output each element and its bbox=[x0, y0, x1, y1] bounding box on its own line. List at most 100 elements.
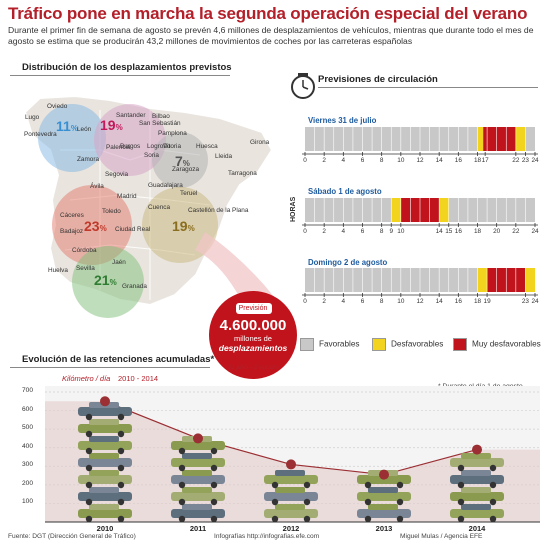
city-label: Teruel bbox=[180, 190, 198, 197]
hour-tick-label: 9 bbox=[389, 228, 394, 235]
footer-site: Infografías http://infografias.efe.com bbox=[214, 533, 320, 540]
city-label: Guadalajara bbox=[148, 182, 183, 189]
timeline-band-yellow bbox=[477, 127, 484, 151]
city-label: Lugo bbox=[25, 114, 40, 121]
x-tick-label: 2010 bbox=[96, 524, 114, 533]
hour-tick-label: 23 bbox=[521, 157, 529, 164]
city-label: Zaragoza bbox=[172, 166, 199, 173]
city-label: Sevilla bbox=[76, 265, 95, 272]
previsiones-title: Previsiones de circulación bbox=[318, 74, 438, 85]
city-label: Pontevedra bbox=[24, 131, 57, 138]
forecast-unit-1: millones de bbox=[234, 334, 272, 343]
hour-tick-label: 10 bbox=[397, 298, 405, 305]
car-icon bbox=[78, 470, 132, 489]
hour-tick-label: 0 bbox=[303, 228, 307, 235]
page-title: Tráfico pone en marcha la segunda operac… bbox=[8, 4, 528, 23]
hour-tick-label: 6 bbox=[360, 298, 365, 305]
car-icon bbox=[450, 453, 504, 472]
city-label: Pamplona bbox=[158, 130, 187, 137]
city-label: Badajoz bbox=[60, 228, 84, 235]
x-tick-label: 2014 bbox=[468, 524, 486, 533]
region-circle-south bbox=[72, 246, 144, 318]
data-point bbox=[286, 459, 296, 470]
hour-tick-label: 0 bbox=[303, 298, 307, 305]
hour-tick-label: 18 bbox=[473, 157, 482, 164]
hour-tick-label: 24 bbox=[531, 298, 539, 305]
legend-swatch-muy-desfavorables bbox=[453, 338, 467, 351]
hour-tick-label: 4 bbox=[341, 298, 346, 305]
day-label: Viernes 31 de julio bbox=[308, 116, 377, 125]
day-label: Domingo 2 de agosto bbox=[308, 258, 388, 267]
city-label: Burgos bbox=[120, 143, 141, 150]
region-percentage: 19% bbox=[172, 218, 195, 234]
data-point bbox=[379, 469, 389, 480]
hour-tick-label: 16 bbox=[454, 298, 462, 305]
city-label: Toledo bbox=[102, 208, 121, 215]
region-percentage: 19% bbox=[100, 117, 123, 133]
data-point bbox=[472, 444, 482, 455]
y-tick-label: 200 bbox=[22, 479, 34, 487]
day-label: Sábado 1 de agosto bbox=[308, 187, 382, 196]
region-circle-center bbox=[52, 185, 132, 265]
unit-label: Kilómetro / día bbox=[62, 374, 111, 383]
city-label: Segovia bbox=[105, 171, 129, 178]
hour-tick-label: 16 bbox=[454, 228, 462, 235]
footer-source: Fuente: DGT (Dirección General de Tráfic… bbox=[8, 533, 136, 540]
hour-tick-label: 10 bbox=[397, 157, 405, 164]
y-tick-label: 400 bbox=[22, 442, 34, 450]
clock-icon bbox=[291, 73, 315, 99]
hour-tick-label: 24 bbox=[531, 157, 539, 164]
hour-tick-label: 24 bbox=[531, 228, 539, 235]
hour-tick-label: 6 bbox=[360, 228, 365, 235]
city-label: Granada bbox=[122, 283, 147, 290]
region-percentage: 21% bbox=[94, 272, 117, 288]
city-label: Santander bbox=[116, 112, 146, 119]
data-point bbox=[100, 396, 110, 407]
hour-tick-label: 16 bbox=[454, 157, 462, 164]
region-percentage: 23% bbox=[84, 218, 107, 234]
car-icon bbox=[78, 419, 132, 438]
city-label: Lleida bbox=[215, 153, 233, 160]
car-icon bbox=[171, 453, 225, 472]
timeline-band-red bbox=[483, 127, 516, 151]
period-label: 2010 - 2014 bbox=[118, 374, 159, 383]
forecast-value: 4.600.000 bbox=[219, 317, 287, 334]
car-icon bbox=[264, 504, 318, 523]
hour-tick-label: 22 bbox=[512, 228, 520, 235]
city-label: Tarragona bbox=[228, 170, 257, 177]
intro-text: Durante el primer fin de semana de agost… bbox=[8, 25, 534, 46]
area-fill bbox=[45, 401, 540, 522]
x-tick-label: 2011 bbox=[189, 524, 207, 533]
hour-tick-label: 2 bbox=[322, 157, 326, 164]
car-icon bbox=[450, 504, 504, 523]
hour-tick-label: 8 bbox=[379, 157, 384, 164]
hour-tick-label: 23 bbox=[521, 298, 529, 305]
map-title: Distribución de los desplazamientos prev… bbox=[22, 62, 232, 73]
city-label: Ciudad Real bbox=[115, 226, 151, 233]
hour-tick-label: 6 bbox=[360, 157, 365, 164]
city-label: Ávila bbox=[90, 183, 104, 190]
legend-muy-desfavorables: Muy desfavorables bbox=[453, 338, 541, 351]
city-label: Oviedo bbox=[47, 103, 68, 110]
hour-tick-label: 2 bbox=[322, 228, 326, 235]
forecast-circle bbox=[209, 291, 297, 379]
footer-credit: Miguel Mulas / Agencia EFE bbox=[400, 533, 483, 540]
hour-tick-label: 4 bbox=[341, 157, 346, 164]
city-label: Palencia bbox=[106, 144, 131, 151]
region-percentage: 11% bbox=[56, 118, 78, 134]
map-title-rule bbox=[10, 75, 230, 76]
car-icon bbox=[78, 453, 132, 472]
y-tick-label: 100 bbox=[22, 498, 34, 506]
city-label: Girona bbox=[250, 139, 270, 146]
forecast-unit-2: desplazamientos bbox=[218, 343, 288, 353]
forecast-dates: 31 julio - 2 agosto bbox=[227, 364, 279, 371]
hour-tick-label: 4 bbox=[341, 228, 346, 235]
city-label: Zamora bbox=[77, 156, 100, 163]
timeline-band-yellow bbox=[525, 268, 535, 292]
hour-tick-label: 12 bbox=[416, 157, 424, 164]
forecast-badge: Previsión bbox=[238, 305, 268, 312]
legend-desfavorables: Desfavorables bbox=[372, 338, 443, 351]
hour-tick-label: 22 bbox=[512, 157, 520, 164]
